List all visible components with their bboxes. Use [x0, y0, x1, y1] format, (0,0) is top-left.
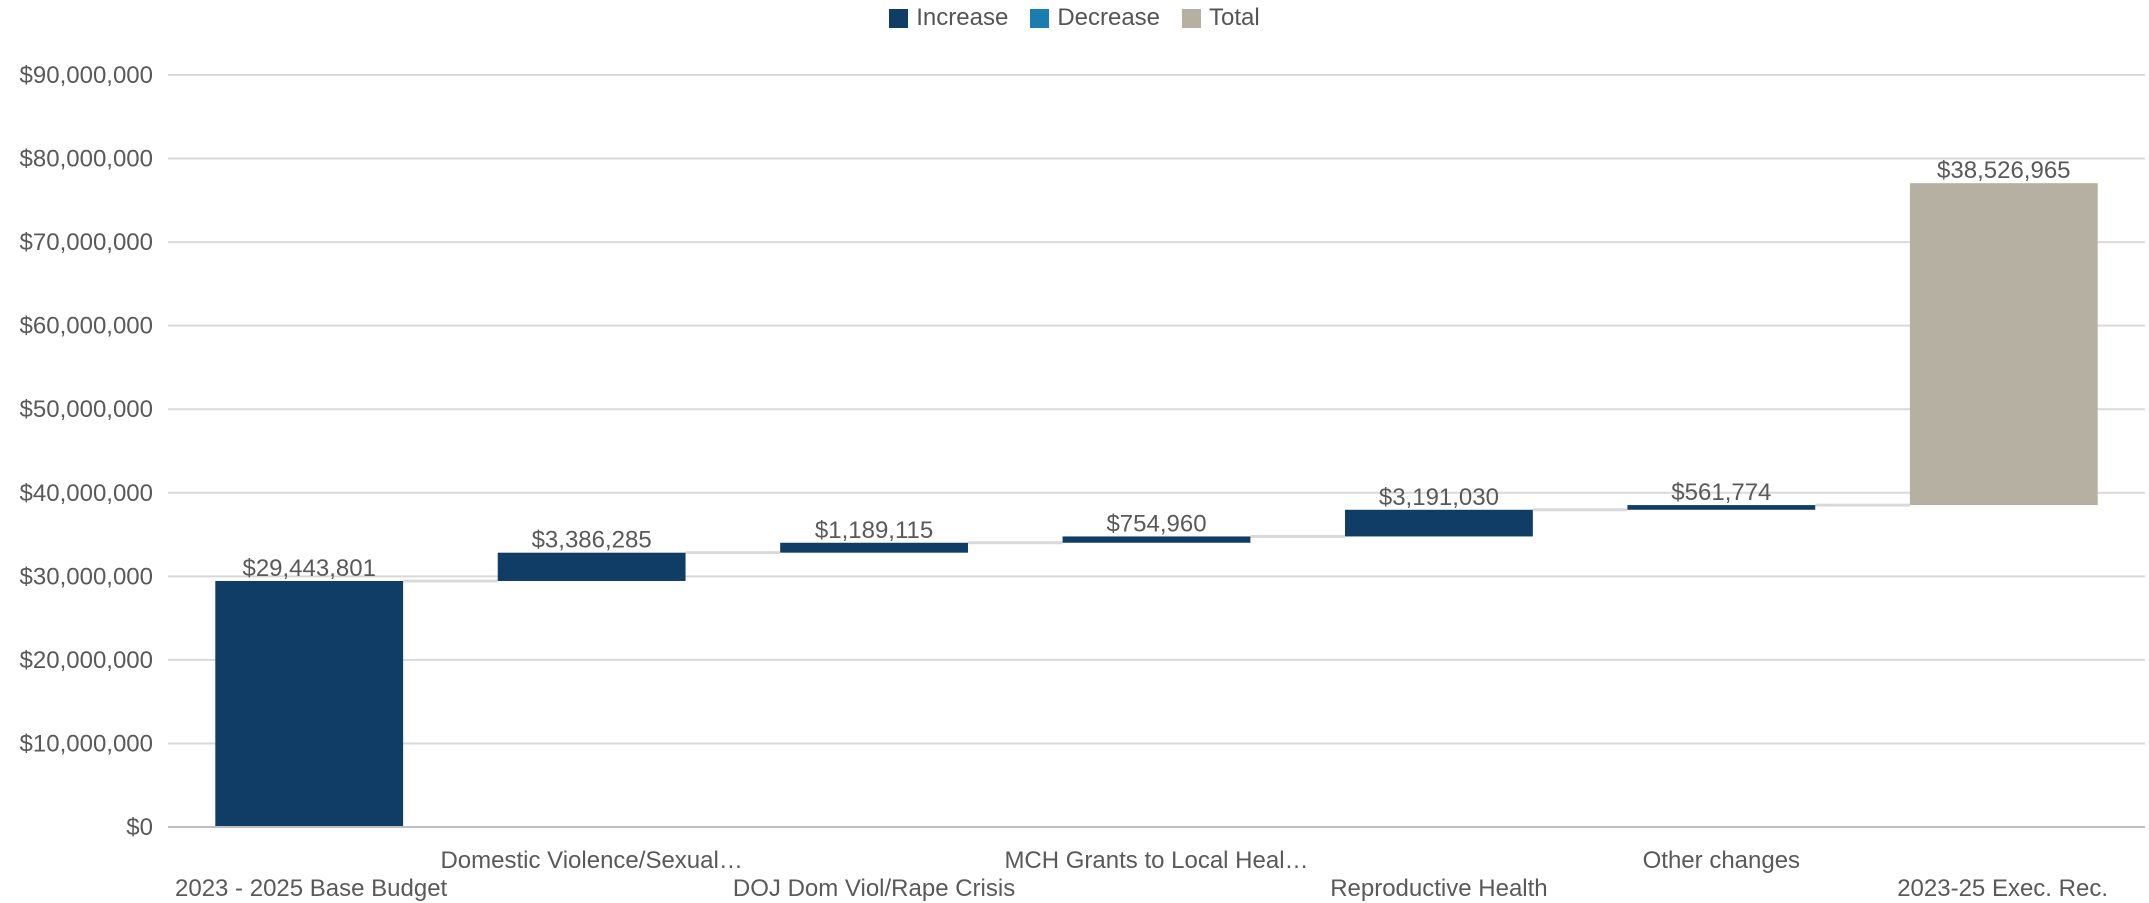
legend-item-decrease: Decrease — [1030, 4, 1160, 32]
bar-2 — [780, 542, 968, 553]
legend-label: Total — [1209, 4, 1260, 31]
bar-value-label: $561,774 — [1671, 479, 1771, 506]
legend-item-total: Total — [1182, 4, 1260, 32]
bar-value-label: $3,191,030 — [1379, 484, 1499, 511]
bar-6 — [1909, 183, 2098, 506]
y-tick-label: $60,000,000 — [20, 313, 153, 340]
y-tick-label: $0 — [126, 814, 153, 841]
x-category-label: 2023-25 Exec. Rec. — [1897, 875, 2108, 902]
y-tick-label: $20,000,000 — [20, 647, 153, 674]
legend-label: Decrease — [1057, 4, 1161, 31]
legend-swatch — [889, 8, 909, 28]
y-tick-label: $80,000,000 — [20, 146, 153, 173]
bar-5 — [1627, 505, 1816, 510]
y-tick-label: $30,000,000 — [20, 563, 153, 590]
bar-0 — [215, 580, 404, 827]
y-tick-label: $90,000,000 — [20, 62, 153, 89]
legend-item-increase: Increase — [889, 4, 1008, 32]
y-tick-label: $40,000,000 — [20, 480, 153, 507]
bar-1 — [497, 552, 686, 581]
y-tick-label: $10,000,000 — [20, 730, 153, 757]
bar-value-label: $3,386,285 — [532, 527, 652, 554]
legend-swatch — [1182, 8, 1202, 28]
x-category-label: Other changes — [1643, 847, 1800, 874]
legend-label: Increase — [916, 4, 1009, 31]
x-category-label: Domestic Violence/Sexual… — [440, 847, 742, 874]
y-tick-label: $70,000,000 — [20, 229, 153, 256]
y-tick-label: $50,000,000 — [20, 396, 153, 423]
bar-value-label: $1,189,115 — [815, 517, 933, 544]
bar-value-label: $38,526,965 — [1937, 157, 2070, 184]
x-category-label: 2023 - 2025 Base Budget — [175, 875, 448, 902]
chart-legend: Increase Decrease Total — [0, 4, 2149, 32]
x-category-label: MCH Grants to Local Heal… — [1004, 847, 1308, 874]
legend-swatch — [1030, 8, 1050, 28]
x-category-label: DOJ Dom Viol/Rape Crisis — [733, 875, 1015, 902]
x-category-label: Reproductive Health — [1330, 875, 1547, 902]
bar-value-label: $754,960 — [1106, 510, 1206, 537]
bar-4 — [1345, 509, 1533, 537]
bar-value-label: $29,443,801 — [242, 555, 375, 582]
bar-3 — [1062, 536, 1251, 543]
